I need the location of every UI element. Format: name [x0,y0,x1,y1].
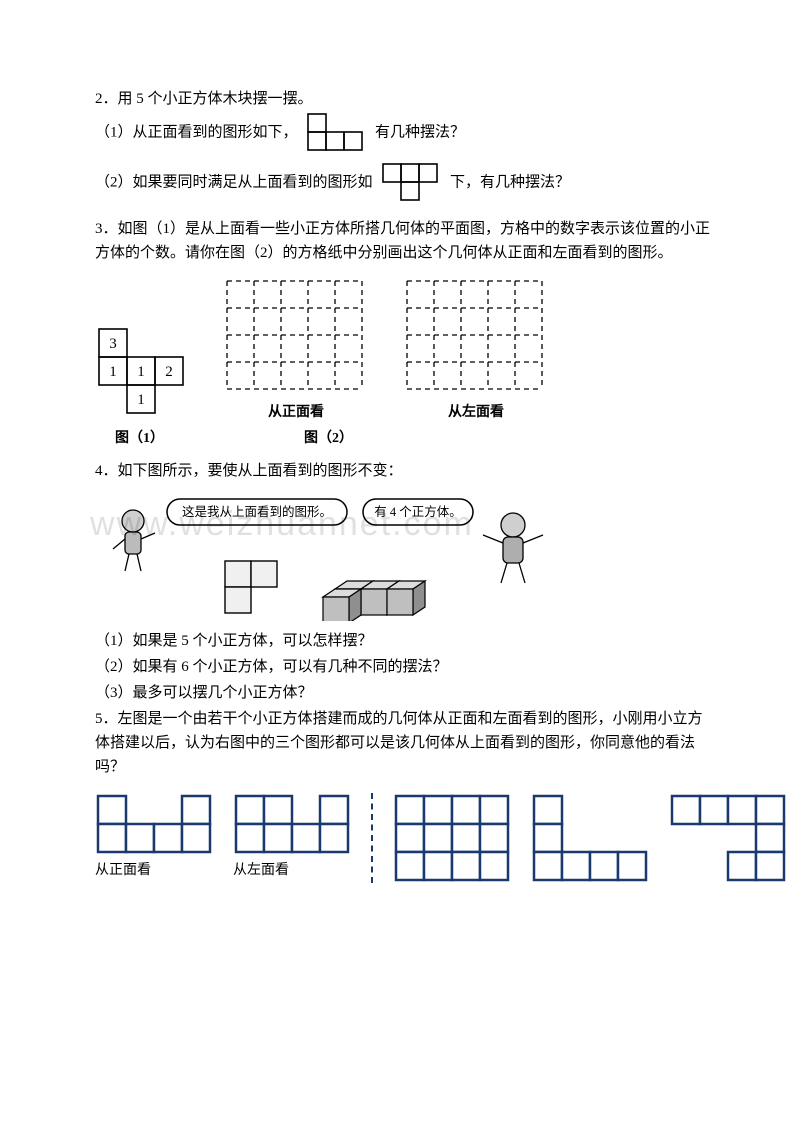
q4-p1: （1）如果是 5 个小正方体，可以怎样摆？ [95,629,715,653]
svg-text:1: 1 [109,364,117,380]
q4-figure: 这是我从上面看到的图形。 有 4 个正方体。 [105,491,715,621]
q4-p3: （3）最多可以摆几个小正方体？ [95,681,715,705]
q3-grid-front: 从正面看 [221,275,371,421]
q5-r1 [393,793,511,883]
svg-text:3: 3 [109,336,117,352]
q5-label-front: 从正面看 [95,859,151,879]
q4-title: 4．如下图所示，要使从上面看到的图形不变： [95,459,715,483]
q2-p1: （1）从正面看到的图形如下， 有几种摆法？ [95,113,715,153]
q3-captions: 图（1） 图（2） [95,427,715,447]
q3-grid-left: 从左面看 [401,275,551,421]
q5-divider [371,793,373,883]
q3-label-front: 从正面看 [268,401,324,421]
q2-p1b: 有几种摆法？ [375,124,465,140]
q2-p1a: （1）从正面看到的图形如下， [95,124,298,140]
svg-text:1: 1 [137,364,145,380]
q5-r2 [531,793,649,883]
q5-label-left: 从左面看 [233,859,289,879]
q3-cap1: 图（1） [115,427,164,447]
svg-text:2: 2 [165,364,173,380]
q5-left: 从左面看 [233,793,351,879]
q3-figures: 3 1 1 2 1 从正面看 从左面看 [95,275,715,421]
q5-front: 从正面看 [95,793,213,879]
q3-fig1: 3 1 1 2 1 [95,325,191,421]
q2-shape1 [307,113,365,153]
q2-p2b: 下，有几种摆法？ [450,174,570,190]
q5-title: 5．左图是一个由若干个小正方体搭建而成的几何体从正面和左面看到的图形，小刚用小立… [95,707,715,779]
q2-title: 2．用 5 个小正方体木块摆一摆。 [95,87,715,111]
q5-figures: 从正面看 从左面看 [95,793,715,883]
q3-title: 3．如图（1）是从上面看一些小正方体所搭几何体的平面图，方格中的数字表示该位置的… [95,217,715,265]
q3-cap2: 图（2） [304,427,353,447]
q2-p2: （2）如果要同时满足从上面看到的图形如 下，有几种摆法？ [95,163,715,203]
svg-text:这是我从上面看到的图形。: 这是我从上面看到的图形。 [182,504,332,519]
q4-p2: （2）如果有 6 个小正方体，可以有几种不同的摆法？ [95,655,715,679]
q3-label-left: 从左面看 [448,401,504,421]
q2-shape2 [382,163,440,203]
svg-text:有 4 个正方体。: 有 4 个正方体。 [374,504,462,519]
q5-r3 [669,793,787,883]
q2-p2a: （2）如果要同时满足从上面看到的图形如 [95,174,373,190]
svg-text:1: 1 [137,392,145,408]
